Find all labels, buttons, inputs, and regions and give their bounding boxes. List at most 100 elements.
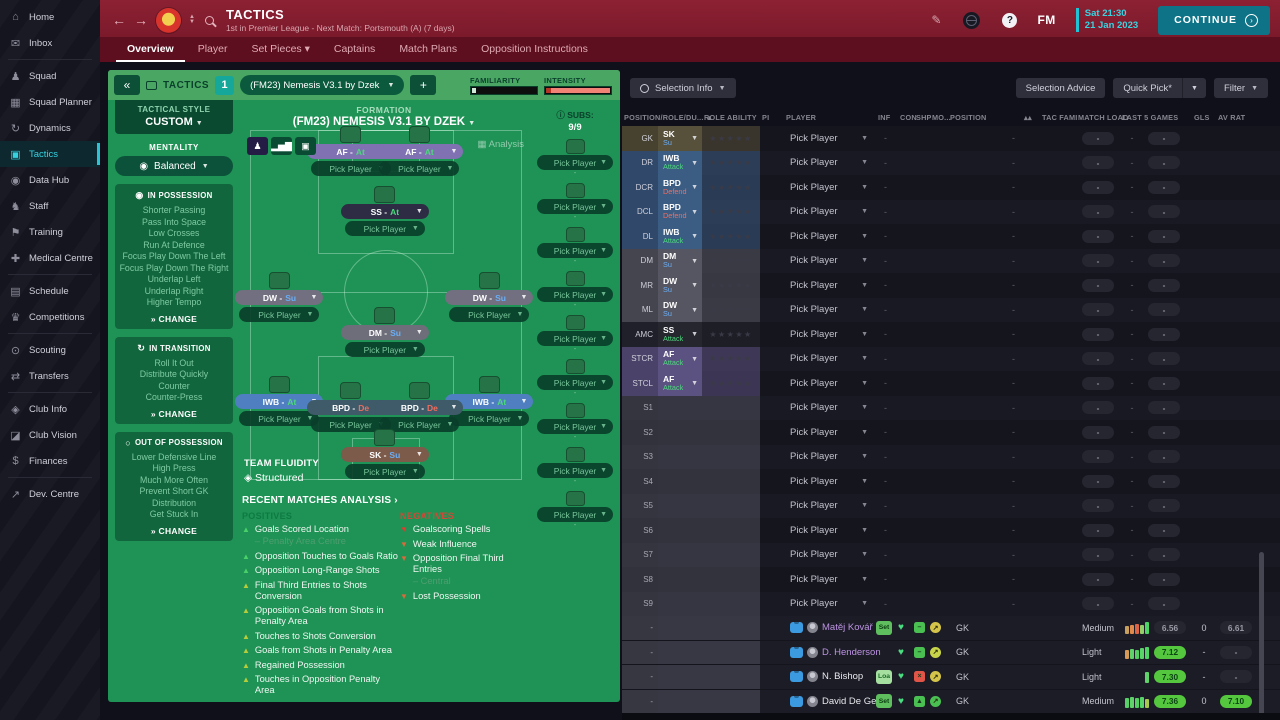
- role-duty-dropdown[interactable]: SK - Su ▼: [340, 447, 429, 462]
- role-duty-dropdown[interactable]: AF Attack ▼: [658, 371, 702, 396]
- pick-player-dropdown[interactable]: Pick Player▼: [790, 206, 868, 218]
- pick-player-dropdown[interactable]: Pick Player▼: [790, 500, 868, 512]
- column-header-role-ability[interactable]: ROLE ABILITY: [704, 112, 757, 122]
- pick-player-dropdown[interactable]: Pick Player▼: [239, 307, 320, 322]
- sidebar-item-training[interactable]: ⚑ Training: [0, 219, 100, 245]
- forward-button[interactable]: →: [134, 12, 148, 28]
- pick-player-dropdown[interactable]: Pick Player▼: [790, 157, 868, 169]
- tactic-slot-badge[interactable]: 1: [215, 75, 235, 95]
- stats-view-button[interactable]: ▂▅▇: [271, 137, 292, 155]
- role-duty-dropdown[interactable]: BPD Defend ▼: [658, 175, 702, 200]
- column-header-inf[interactable]: INF: [878, 112, 891, 122]
- column-header-con[interactable]: CON: [900, 112, 917, 122]
- column-header-shp[interactable]: SHP: [916, 112, 932, 122]
- pick-player-dropdown[interactable]: Pick Player▼: [790, 426, 868, 438]
- selection-advice-button[interactable]: Selection Advice: [1015, 78, 1106, 98]
- sidebar-item-staff[interactable]: ♞ Staff: [0, 193, 100, 219]
- pick-player-dropdown[interactable]: Pick Player▼: [344, 464, 425, 479]
- player-view-button[interactable]: ♟: [247, 137, 268, 155]
- pick-player-dropdown[interactable]: Pick Player▼: [344, 221, 425, 236]
- player-name[interactable]: D. Henderson: [822, 646, 881, 658]
- column-header-pi[interactable]: PI: [762, 112, 770, 122]
- role-duty-dropdown[interactable]: BPD -De ▼: [375, 400, 464, 415]
- pick-player-dropdown[interactable]: Pick Player▼: [790, 377, 868, 389]
- pick-player-dropdown[interactable]: Pick Player▼: [537, 199, 613, 214]
- role-duty-dropdown[interactable]: DW Su ▼: [658, 273, 702, 298]
- pick-player-dropdown[interactable]: Pick Player▼: [790, 353, 868, 365]
- role-duty-dropdown[interactable]: DW - Su ▼: [235, 290, 324, 305]
- sidebar-item-club-vision[interactable]: ◪ Club Vision: [0, 422, 100, 448]
- sidebar-item-scouting[interactable]: ⊙ Scouting: [0, 337, 100, 363]
- pick-player-dropdown[interactable]: Pick Player▼: [537, 507, 613, 522]
- pick-player-dropdown[interactable]: Pick Player▼: [790, 181, 868, 193]
- pick-player-dropdown[interactable]: Pick Player▼: [790, 598, 868, 610]
- change-instructions-button[interactable]: » CHANGE: [150, 313, 198, 324]
- pick-player-dropdown[interactable]: Pick Player▼: [537, 155, 613, 170]
- pick-player-dropdown[interactable]: Pick Player▼: [790, 402, 868, 414]
- mentality-dropdown[interactable]: ◉ Balanced ▼: [115, 156, 233, 176]
- pick-player-dropdown[interactable]: Pick Player▼: [537, 331, 613, 346]
- help-icon[interactable]: ?: [1002, 12, 1018, 28]
- sidebar-item-medical-centre[interactable]: ✚ Medical Centre: [0, 245, 100, 271]
- tab-player[interactable]: Player: [197, 43, 228, 55]
- sidebar-item-finances[interactable]: $ Finances: [0, 448, 100, 474]
- search-icon[interactable]: [204, 15, 214, 25]
- sidebar-item-competitions[interactable]: ♛ Competitions: [0, 304, 100, 330]
- sidebar-item-club-info[interactable]: ◈ Club Info: [0, 396, 100, 422]
- sidebar-item-tactics[interactable]: ▣ Tactics: [0, 141, 100, 167]
- tab-captains[interactable]: Captains: [333, 43, 376, 55]
- tab-opposition-instructions[interactable]: Opposition Instructions: [481, 43, 588, 55]
- pick-player-dropdown[interactable]: Pick Player▼: [790, 255, 868, 267]
- sidebar-item-squad[interactable]: ♟ Squad: [0, 63, 100, 89]
- filter-dropdown[interactable]: Filter ▼: [1213, 78, 1268, 98]
- pick-player-dropdown[interactable]: Pick Player▼: [790, 304, 868, 316]
- tactical-style-dropdown[interactable]: CUSTOM ▼: [145, 116, 203, 128]
- pick-player-dropdown[interactable]: Pick Player▼: [379, 161, 460, 176]
- pick-player-dropdown[interactable]: Pick Player▼: [790, 524, 868, 536]
- column-header-match-load[interactable]: MATCH LOAD: [1078, 112, 1129, 122]
- pick-player-dropdown[interactable]: Pick Player▼: [790, 451, 868, 463]
- pick-player-dropdown[interactable]: Pick Player▼: [790, 279, 868, 291]
- column-header-av-rat[interactable]: AV RAT: [1218, 112, 1246, 122]
- role-duty-dropdown[interactable]: DM Su ▼: [658, 248, 702, 273]
- back-button[interactable]: ←: [112, 12, 126, 28]
- role-duty-dropdown[interactable]: SS Attack ▼: [658, 322, 702, 347]
- sidebar-item-dev-centre[interactable]: ↗ Dev. Centre: [0, 481, 100, 507]
- role-duty-dropdown[interactable]: IWB Attack ▼: [658, 150, 702, 175]
- edit-icon[interactable]: ✎: [931, 13, 942, 27]
- role-duty-dropdown[interactable]: DW Su ▼: [658, 297, 702, 322]
- sidebar-item-transfers[interactable]: ⇄ Transfers: [0, 363, 100, 389]
- shirt-view-button[interactable]: ▣: [295, 137, 316, 155]
- column-header-[interactable]: ▴▴: [1024, 112, 1032, 122]
- role-duty-dropdown[interactable]: BPD Defend ▼: [658, 199, 702, 224]
- column-header-position-role-du[interactable]: POSITION/ROLE/DU... ▲: [624, 112, 714, 122]
- club-cycle-control[interactable]: ▲ ▼: [189, 14, 195, 25]
- pick-player-dropdown[interactable]: Pick Player▼: [344, 342, 425, 357]
- world-icon[interactable]: [963, 11, 981, 29]
- column-header-last-5-games[interactable]: LAST 5 GAMES: [1122, 112, 1179, 122]
- column-header-mo[interactable]: MO...: [932, 112, 951, 122]
- role-duty-dropdown[interactable]: AF Attack ▼: [658, 346, 702, 371]
- tab-match-plans[interactable]: Match Plans: [399, 43, 458, 55]
- scrollbar-thumb[interactable]: [1259, 552, 1264, 720]
- column-header-tac-fami[interactable]: TAC FAMI: [1042, 112, 1078, 122]
- add-tactic-button[interactable]: +: [410, 75, 437, 95]
- collapse-panel-button[interactable]: «: [114, 75, 140, 95]
- selection-info-dropdown[interactable]: Selection Info ▼: [630, 78, 736, 98]
- quick-pick-button[interactable]: Quick Pick*: [1113, 78, 1182, 98]
- role-duty-dropdown[interactable]: DW - Su ▼: [445, 290, 534, 305]
- tactic-name-dropdown[interactable]: (FM23) Nemesis V3.1 by Dzek ▼: [240, 75, 405, 95]
- role-duty-dropdown[interactable]: IWB Attack ▼: [658, 224, 702, 249]
- pick-player-dropdown[interactable]: Pick Player▼: [537, 463, 613, 478]
- pick-player-dropdown[interactable]: Pick Player▼: [537, 243, 613, 258]
- pick-player-dropdown[interactable]: Pick Player▼: [537, 375, 613, 390]
- player-name[interactable]: David De Gea: [822, 695, 882, 707]
- column-header-position[interactable]: POSITION: [950, 112, 987, 122]
- change-instructions-button[interactable]: » CHANGE: [150, 525, 198, 536]
- pick-player-dropdown[interactable]: Pick Player▼: [790, 475, 868, 487]
- pick-player-dropdown[interactable]: Pick Player▼: [790, 549, 868, 561]
- sidebar-item-dynamics[interactable]: ↻ Dynamics: [0, 115, 100, 141]
- sidebar-item-squad-planner[interactable]: ▦ Squad Planner: [0, 89, 100, 115]
- pick-player-dropdown[interactable]: Pick Player▼: [790, 230, 868, 242]
- role-duty-dropdown[interactable]: SK Su ▼: [658, 126, 702, 151]
